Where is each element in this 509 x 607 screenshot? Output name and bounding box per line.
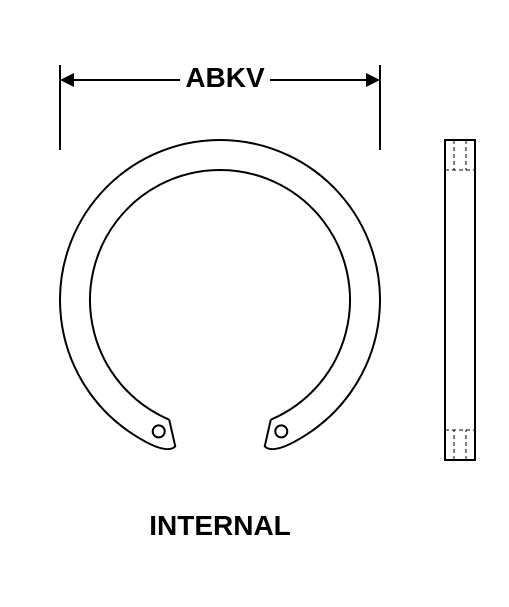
dimension-label: ABKV [180,62,270,94]
retaining-ring-front-view [60,140,380,449]
diagram-container: ABKV INTERNAL [0,0,509,607]
diagram-caption: INTERNAL [0,510,440,542]
retaining-ring-side-view [445,140,475,460]
